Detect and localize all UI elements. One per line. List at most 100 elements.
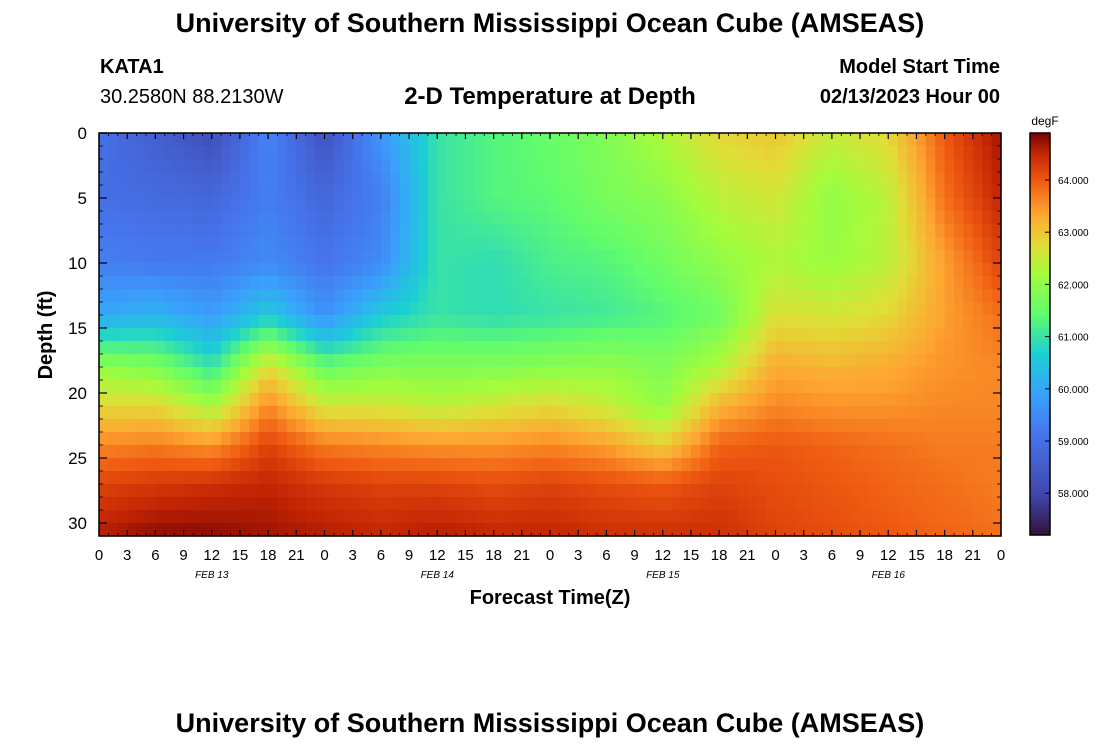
heatmap-cell: [437, 406, 448, 420]
heatmap-cell: [728, 510, 739, 524]
heatmap-cell: [164, 263, 175, 277]
heatmap-cell: [690, 497, 701, 511]
heatmap-cell: [371, 341, 382, 355]
heatmap-cell: [409, 315, 420, 329]
heatmap-cell: [249, 250, 260, 264]
heatmap-cell: [399, 328, 410, 342]
heatmap-cell: [944, 146, 955, 160]
heatmap-cell: [737, 211, 748, 225]
heatmap-cell: [803, 185, 814, 199]
heatmap-cell: [615, 406, 626, 420]
heatmap-cell: [653, 354, 664, 368]
heatmap-cell: [756, 315, 767, 329]
heatmap-cell: [418, 471, 429, 485]
heatmap-cell: [117, 354, 128, 368]
heatmap-cell: [606, 211, 617, 225]
heatmap-cell: [380, 510, 391, 524]
y-tick-label: 15: [68, 319, 87, 338]
heatmap-cell: [963, 302, 974, 316]
heatmap-cell: [183, 133, 194, 147]
heatmap-cell: [531, 315, 542, 329]
heatmap-cell: [709, 432, 720, 446]
heatmap-cell: [784, 471, 795, 485]
heatmap-cell: [512, 146, 523, 160]
heatmap-cell: [822, 172, 833, 186]
heatmap-cell: [803, 172, 814, 186]
heatmap-cell: [258, 263, 269, 277]
heatmap-cell: [954, 276, 965, 290]
heatmap-cell: [888, 133, 899, 147]
heatmap-cell: [700, 198, 711, 212]
heatmap-cell: [690, 302, 701, 316]
heatmap-cell: [249, 289, 260, 303]
heatmap-cell: [578, 341, 589, 355]
heatmap-cell: [183, 172, 194, 186]
heatmap-cell: [174, 276, 185, 290]
heatmap-cell: [747, 406, 758, 420]
heatmap-cell: [897, 484, 908, 498]
heatmap-cell: [907, 315, 918, 329]
heatmap-cell: [456, 250, 467, 264]
heatmap-cell: [794, 445, 805, 459]
heatmap-cell: [963, 432, 974, 446]
heatmap-cell: [587, 432, 598, 446]
heatmap-cell: [606, 146, 617, 160]
heatmap-cell: [888, 471, 899, 485]
heatmap-cell: [709, 523, 720, 537]
heatmap-cell: [841, 497, 852, 511]
heatmap-cell: [136, 185, 147, 199]
heatmap-cell: [850, 289, 861, 303]
heatmap-cell: [606, 432, 617, 446]
heatmap-cell: [503, 341, 514, 355]
heatmap-cell: [925, 432, 936, 446]
heatmap-cell: [935, 302, 946, 316]
heatmap-cell: [362, 367, 373, 381]
heatmap-cell: [409, 328, 420, 342]
heatmap-cell: [117, 471, 128, 485]
heatmap-cell: [587, 224, 598, 238]
colorbar-tick-label: 60.000: [1058, 385, 1089, 396]
heatmap-cell: [286, 289, 297, 303]
heatmap-cell: [531, 159, 542, 173]
heatmap-cell: [690, 354, 701, 368]
heatmap-cell: [249, 393, 260, 407]
heatmap-cell: [831, 484, 842, 498]
heatmap-cell: [390, 367, 401, 381]
heatmap-cell: [991, 250, 1002, 264]
heatmap-cell: [850, 406, 861, 420]
heatmap-cell: [747, 315, 758, 329]
heatmap-cell: [944, 380, 955, 394]
heatmap-cell: [634, 458, 645, 472]
heatmap-cell: [315, 211, 326, 225]
heatmap-cell: [465, 172, 476, 186]
heatmap-cell: [907, 276, 918, 290]
heatmap-cell: [897, 458, 908, 472]
heatmap-cell: [690, 458, 701, 472]
heatmap-cell: [756, 198, 767, 212]
heatmap-cell: [982, 263, 993, 277]
heatmap-cell: [99, 146, 109, 160]
heatmap-cell: [803, 445, 814, 459]
heatmap-cell: [916, 211, 927, 225]
heatmap-cell: [268, 224, 279, 238]
heatmap-cell: [286, 185, 297, 199]
heatmap-cell: [954, 185, 965, 199]
heatmap-cell: [972, 146, 983, 160]
heatmap-cell: [709, 367, 720, 381]
heatmap-cell: [239, 289, 250, 303]
heatmap-cell: [192, 367, 203, 381]
heatmap-cell: [136, 419, 147, 433]
heatmap-cell: [775, 133, 786, 147]
heatmap-cell: [615, 393, 626, 407]
heatmap-cell: [963, 263, 974, 277]
heatmap-cell: [841, 328, 852, 342]
heatmap-cell: [277, 458, 288, 472]
heatmap-cell: [531, 237, 542, 251]
heatmap-cell: [352, 406, 363, 420]
heatmap-cell: [531, 289, 542, 303]
heatmap-cell: [728, 458, 739, 472]
heatmap-cell: [944, 458, 955, 472]
heatmap-cell: [117, 328, 128, 342]
heatmap-cell: [268, 302, 279, 316]
heatmap-cell: [719, 471, 730, 485]
